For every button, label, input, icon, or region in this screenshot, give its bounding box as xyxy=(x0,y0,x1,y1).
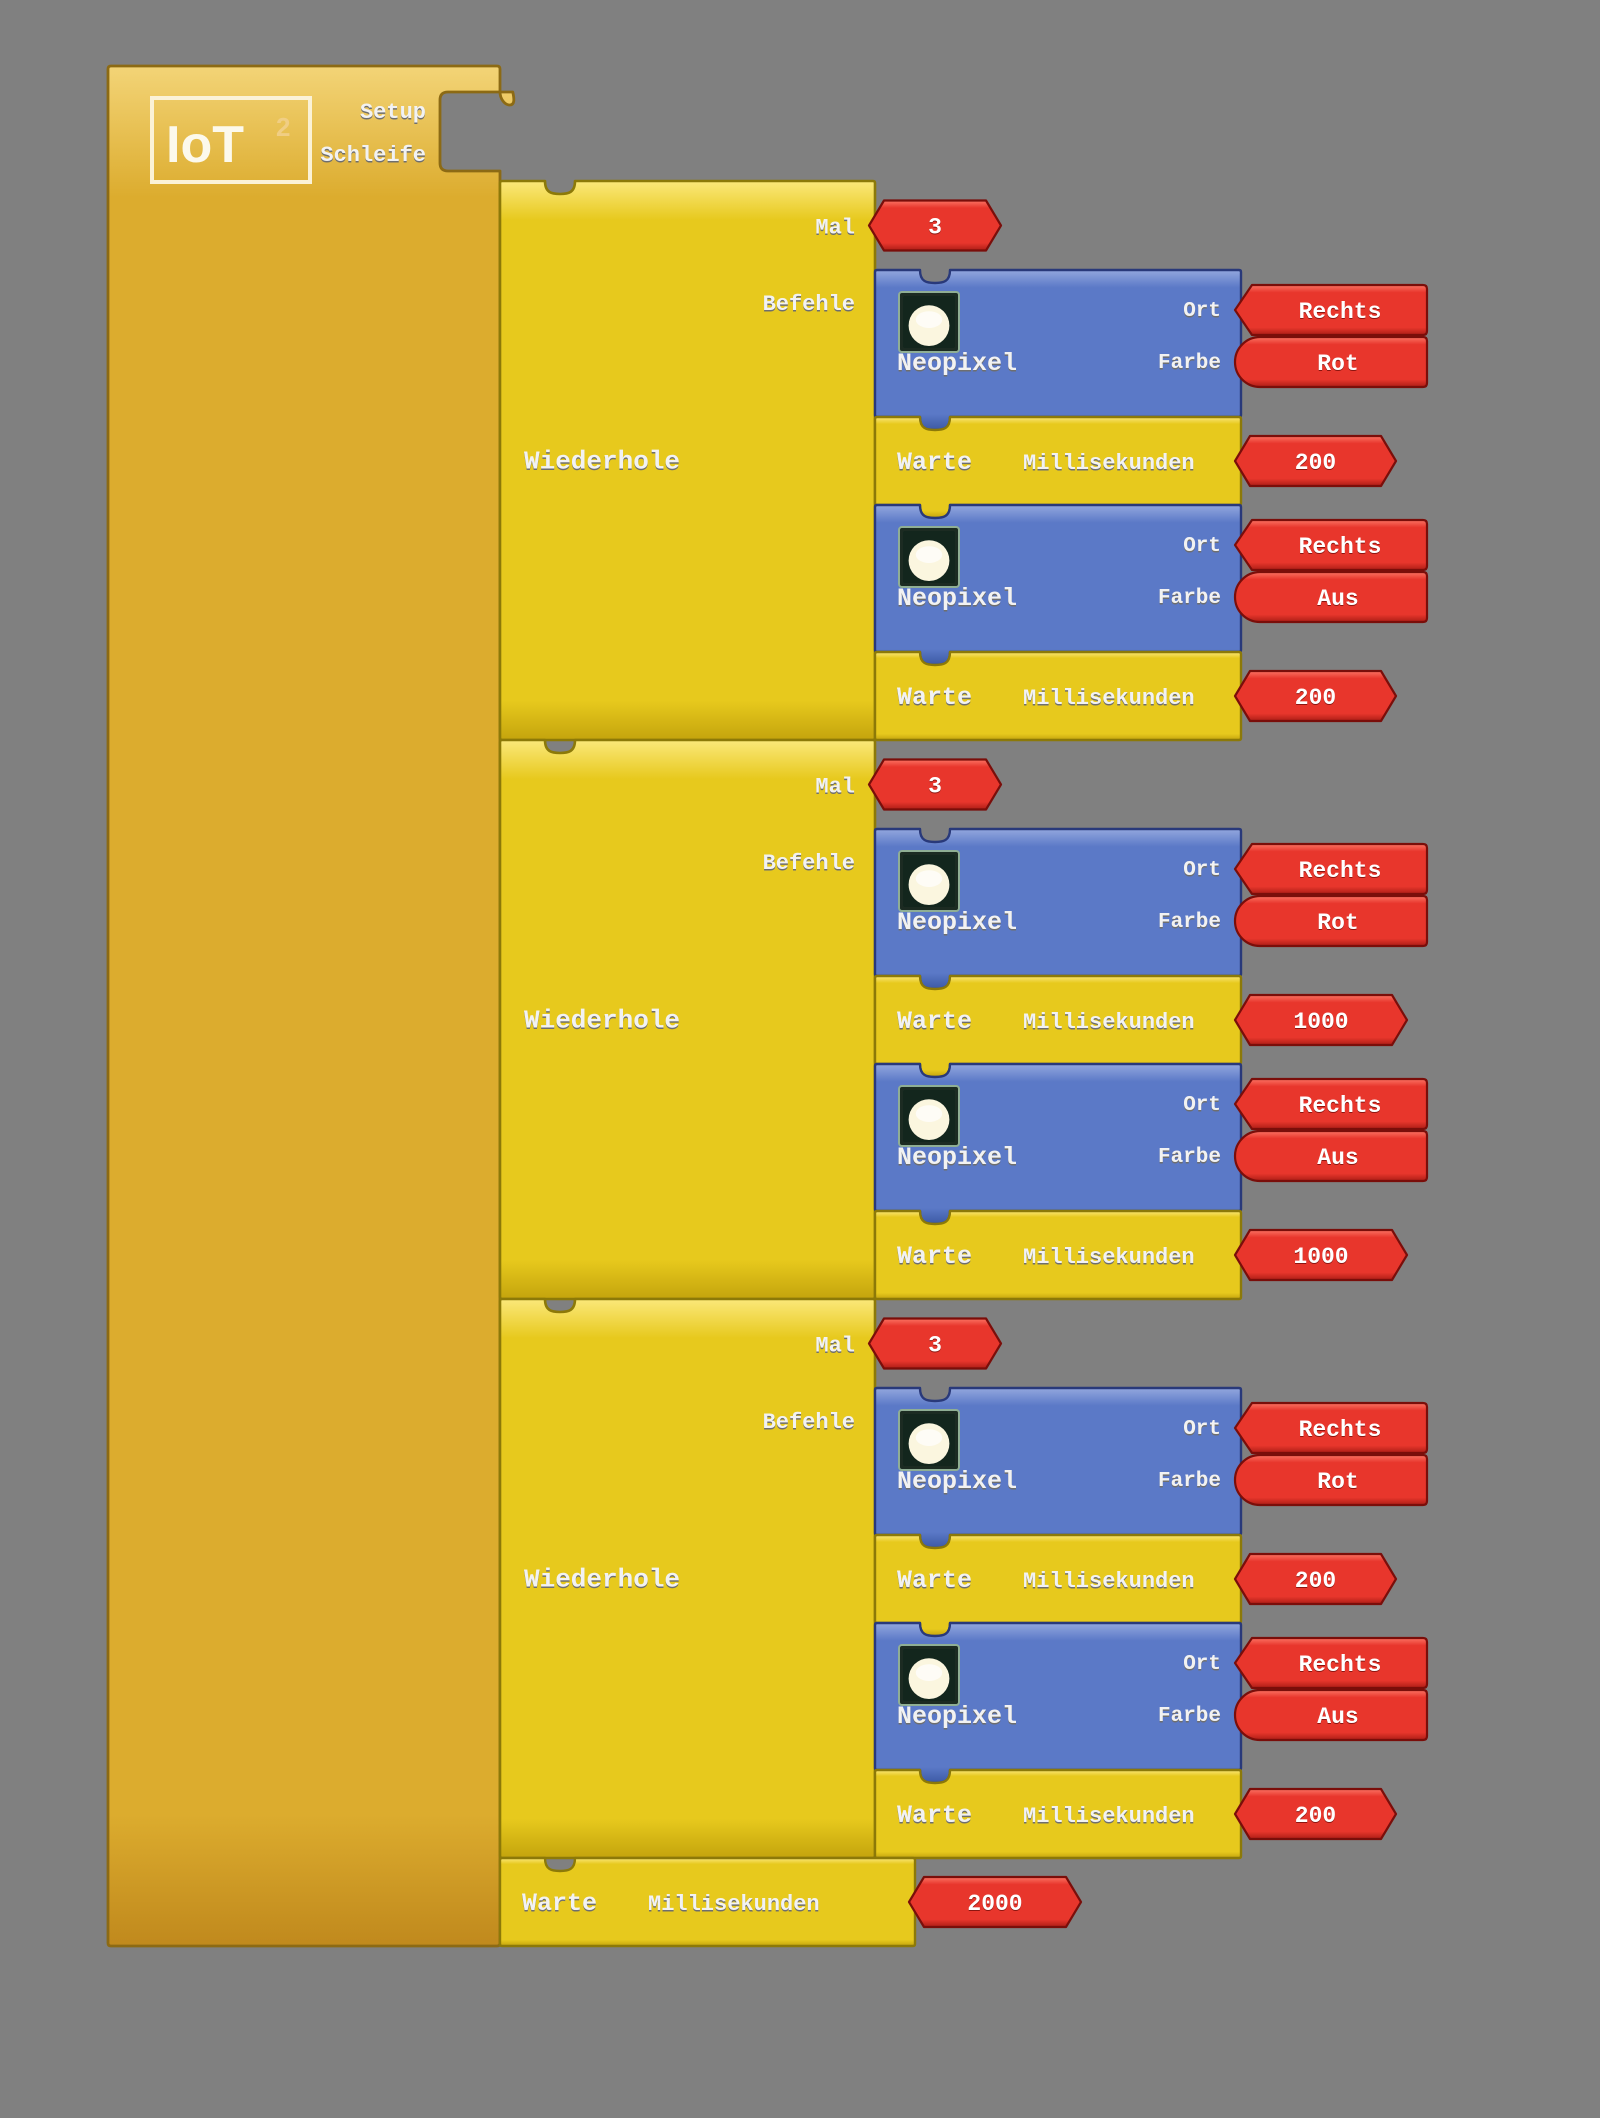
svg-text:Neopixel: Neopixel xyxy=(897,1702,1017,1731)
svg-text:Warte: Warte xyxy=(897,1566,972,1595)
svg-text:Millisekunden: Millisekunden xyxy=(1023,686,1195,711)
svg-text:Rot: Rot xyxy=(1317,1469,1358,1495)
svg-text:IoT: IoT xyxy=(166,116,244,174)
svg-text:Wiederhole: Wiederhole xyxy=(524,447,680,477)
svg-text:1000: 1000 xyxy=(1293,1009,1348,1035)
svg-text:Farbe: Farbe xyxy=(1158,1470,1221,1493)
svg-text:Mal: Mal xyxy=(815,216,855,241)
svg-text:1000: 1000 xyxy=(1293,1244,1348,1270)
svg-text:Millisekunden: Millisekunden xyxy=(1023,1245,1195,1270)
svg-text:Warte: Warte xyxy=(897,1242,972,1271)
svg-text:Farbe: Farbe xyxy=(1158,352,1221,375)
svg-text:3: 3 xyxy=(928,1332,942,1358)
svg-text:Neopixel: Neopixel xyxy=(897,1467,1017,1496)
svg-text:3: 3 xyxy=(928,773,942,799)
svg-text:Wiederhole: Wiederhole xyxy=(524,1006,680,1036)
svg-text:Warte: Warte xyxy=(897,683,972,712)
svg-text:Aus: Aus xyxy=(1317,586,1358,612)
svg-text:Farbe: Farbe xyxy=(1158,1146,1221,1169)
svg-text:Rot: Rot xyxy=(1317,351,1358,377)
svg-text:Warte: Warte xyxy=(897,1007,972,1036)
svg-text:Schleife: Schleife xyxy=(320,143,426,168)
svg-text:Warte: Warte xyxy=(897,448,972,477)
svg-text:Aus: Aus xyxy=(1317,1145,1358,1171)
svg-text:Warte: Warte xyxy=(897,1801,972,1830)
svg-text:Rechts: Rechts xyxy=(1299,1417,1382,1443)
svg-text:Befehle: Befehle xyxy=(763,851,855,876)
svg-text:200: 200 xyxy=(1295,1803,1336,1829)
svg-text:Ort: Ort xyxy=(1183,1094,1221,1117)
svg-text:Millisekunden: Millisekunden xyxy=(648,1892,820,1917)
svg-text:Setup: Setup xyxy=(360,100,426,125)
svg-text:Aus: Aus xyxy=(1317,1704,1358,1730)
svg-text:Mal: Mal xyxy=(815,1334,855,1359)
svg-text:Neopixel: Neopixel xyxy=(897,908,1017,937)
svg-text:3: 3 xyxy=(928,214,942,240)
svg-text:Ort: Ort xyxy=(1183,1418,1221,1441)
svg-text:Befehle: Befehle xyxy=(763,1410,855,1435)
svg-text:Rechts: Rechts xyxy=(1299,534,1382,560)
svg-text:Farbe: Farbe xyxy=(1158,911,1221,934)
svg-text:Rot: Rot xyxy=(1317,910,1358,936)
svg-text:2: 2 xyxy=(276,112,290,142)
svg-text:2000: 2000 xyxy=(967,1891,1022,1917)
svg-text:Millisekunden: Millisekunden xyxy=(1023,1804,1195,1829)
svg-text:Ort: Ort xyxy=(1183,1653,1221,1676)
svg-text:Befehle: Befehle xyxy=(763,292,855,317)
svg-text:Millisekunden: Millisekunden xyxy=(1023,1569,1195,1594)
svg-text:Rechts: Rechts xyxy=(1299,299,1382,325)
svg-text:Millisekunden: Millisekunden xyxy=(1023,451,1195,476)
svg-text:200: 200 xyxy=(1295,450,1336,476)
svg-text:Warte: Warte xyxy=(522,1889,597,1918)
svg-text:200: 200 xyxy=(1295,1568,1336,1594)
svg-text:Wiederhole: Wiederhole xyxy=(524,1565,680,1595)
svg-text:Ort: Ort xyxy=(1183,535,1221,558)
svg-text:200: 200 xyxy=(1295,685,1336,711)
svg-text:Mal: Mal xyxy=(815,775,855,800)
svg-text:Neopixel: Neopixel xyxy=(897,1143,1017,1172)
svg-text:Farbe: Farbe xyxy=(1158,1705,1221,1728)
svg-text:Ort: Ort xyxy=(1183,300,1221,323)
svg-text:Neopixel: Neopixel xyxy=(897,349,1017,378)
svg-text:Millisekunden: Millisekunden xyxy=(1023,1010,1195,1035)
svg-text:Neopixel: Neopixel xyxy=(897,584,1017,613)
svg-text:Rechts: Rechts xyxy=(1299,1093,1382,1119)
svg-text:Rechts: Rechts xyxy=(1299,858,1382,884)
svg-text:Ort: Ort xyxy=(1183,859,1221,882)
svg-text:Farbe: Farbe xyxy=(1158,587,1221,610)
svg-text:Rechts: Rechts xyxy=(1299,1652,1382,1678)
